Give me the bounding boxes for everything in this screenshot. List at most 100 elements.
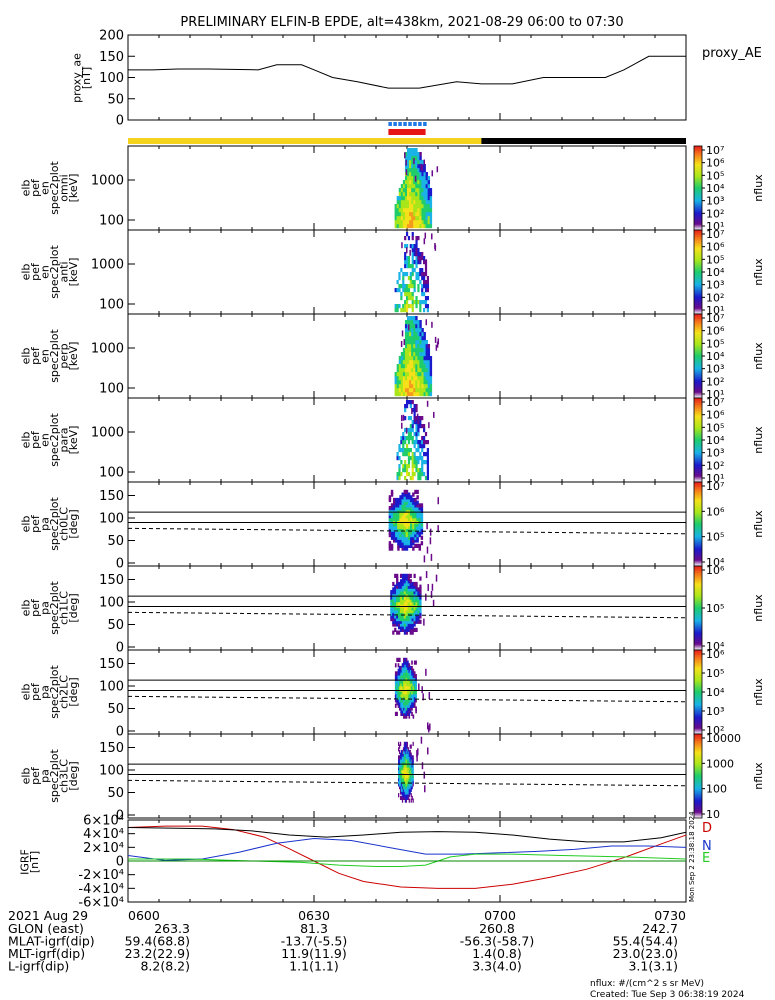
spec-cell	[402, 212, 406, 217]
footer-row-value: 59.4(68.8)	[125, 934, 190, 949]
pitch-cell	[403, 600, 407, 605]
pitch-cell	[398, 763, 400, 768]
pitch-cell	[412, 679, 415, 684]
spec-cell	[419, 364, 422, 369]
spec-cell	[423, 332, 426, 337]
pitch-cell	[401, 592, 405, 597]
spec-cell	[407, 368, 410, 373]
spec-cell	[413, 344, 416, 349]
pitch-ylabel-line: [deg]	[67, 677, 80, 706]
pitch-cell	[403, 527, 407, 532]
pitch-cell	[411, 755, 413, 760]
pitch-cell	[413, 695, 416, 700]
pitch-cell	[413, 660, 416, 665]
spec-cell	[396, 368, 400, 373]
spec-cell	[425, 360, 428, 365]
spec-cell	[415, 236, 418, 241]
pitch-cell	[396, 603, 399, 608]
spec-cell	[423, 308, 426, 313]
spec-cell	[409, 192, 412, 197]
footer-row-label: MLAT-igrf(dip)	[8, 934, 95, 949]
pitch-cell	[399, 500, 402, 505]
spec-cell	[402, 224, 406, 229]
pitch-cell	[405, 495, 409, 500]
spec-cell	[409, 456, 412, 461]
spec-cell	[411, 304, 414, 309]
spec-cell	[400, 392, 404, 397]
pitch-cell	[400, 763, 403, 768]
spec-cell	[417, 440, 420, 445]
pitch-cell	[410, 506, 413, 511]
pitch-cell	[398, 671, 401, 676]
pitch-cell	[416, 500, 419, 505]
pitch-cell	[408, 663, 411, 668]
igrf-ytick-label: 6×10⁴	[83, 814, 124, 829]
spec-cell	[417, 420, 420, 425]
pitch-cell	[420, 527, 424, 532]
spec-cell	[419, 332, 422, 337]
spec-ylabel-line: pef	[29, 178, 42, 197]
pitch-cell	[413, 590, 416, 595]
pitch-cell	[408, 752, 410, 757]
pitch-cell	[408, 682, 411, 687]
spec-cell	[425, 388, 428, 393]
pitch-cell	[392, 622, 395, 627]
spec-cell	[417, 444, 420, 449]
pitch-cell	[405, 668, 408, 673]
spec-cell	[398, 192, 402, 197]
spec-cell	[407, 172, 410, 177]
spec-cell	[417, 348, 420, 353]
pitch-cell	[409, 600, 412, 605]
spec-cell	[427, 224, 431, 229]
pitch-cell	[409, 579, 412, 584]
pitch-cell	[407, 682, 409, 687]
spec-cell	[400, 220, 404, 225]
igrf-ytick-label: 2×10⁴	[83, 841, 124, 856]
pitch-cell	[407, 660, 409, 665]
pitch-cell	[405, 497, 409, 503]
pitch-cell	[415, 679, 417, 684]
spec-cell	[411, 216, 414, 221]
pitch-cell	[405, 617, 408, 622]
pitch-cell	[404, 766, 407, 771]
pitch-cell	[402, 787, 405, 792]
pitch-cell	[399, 506, 402, 511]
pitch-cell	[399, 522, 402, 527]
pitch-cell	[404, 798, 407, 803]
pitch-ytick-label: 0	[116, 557, 124, 572]
pitch-cell	[409, 598, 412, 603]
pitch-cell	[413, 600, 416, 605]
pitch-cell	[407, 492, 411, 497]
pitch-cell	[411, 684, 413, 689]
pitch-cell	[394, 590, 397, 595]
spec-cell	[419, 440, 422, 445]
spec-cell	[426, 460, 429, 465]
pitch-cell	[407, 785, 409, 790]
pitch-cell	[390, 592, 393, 597]
spec-cell	[404, 188, 408, 193]
spec-cell	[407, 192, 410, 197]
spec-cell	[409, 432, 412, 437]
spec-cell	[409, 292, 412, 297]
pitch-cell	[412, 668, 415, 673]
pitch-cell	[407, 600, 410, 605]
spec-cell	[421, 288, 424, 293]
pitch-cell	[412, 538, 415, 543]
pitch-cell	[403, 679, 405, 684]
spec-cell	[415, 356, 418, 361]
pitch-cell	[404, 706, 407, 711]
pitch-cell	[398, 766, 400, 771]
spec-cell	[419, 324, 422, 329]
pitch-cell	[401, 676, 404, 681]
pitch-cell	[410, 776, 412, 782]
pitch-cell	[403, 543, 407, 548]
pitch-cell	[408, 709, 411, 714]
pitch-cell	[408, 711, 411, 716]
pitch-cell	[396, 711, 398, 716]
pitch-cell	[415, 608, 418, 614]
pitch-cell	[407, 579, 410, 584]
pitch-cell	[409, 760, 411, 765]
pitch-cell	[401, 508, 404, 513]
spec-cell	[424, 288, 428, 293]
